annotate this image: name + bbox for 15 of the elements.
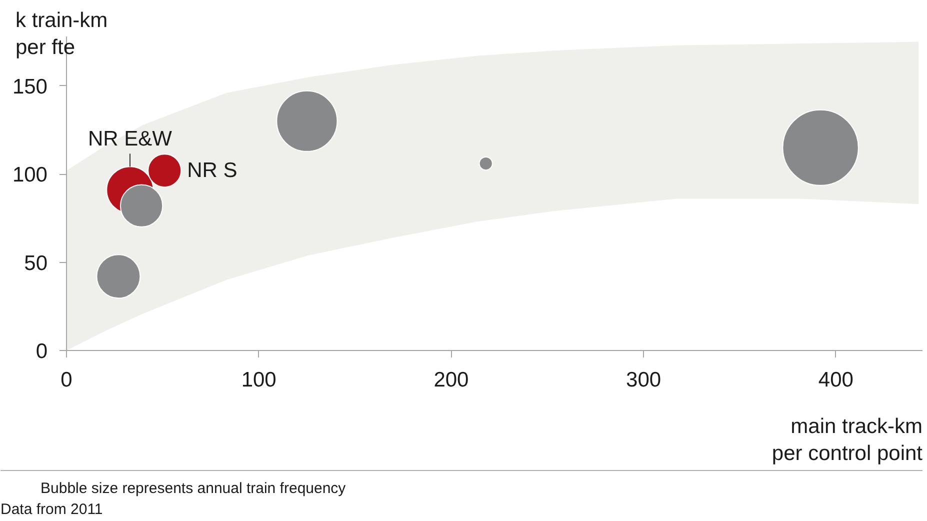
text: Data from 2011 [0,501,103,518]
x-tick-label: 300 [626,368,662,392]
y-tick-label: 0 [36,340,48,363]
x-tick-label: 400 [818,368,854,392]
y-tick-label: 50 [24,252,48,275]
x-axis-title: main track-km per control point [772,415,923,465]
y-tick-label: 150 [12,75,48,98]
text: Bubble size represents annual train frequency [40,480,346,497]
series-label: NR S [187,159,238,182]
series-label: NR E&W [88,128,172,151]
y-tick-label: 100 [12,164,48,187]
x-tick-label: 200 [434,368,469,392]
x-tick-label: 0 [60,368,72,392]
y-axis-title: k train-km per fte [16,9,108,59]
x-tick-label: 100 [241,368,276,392]
